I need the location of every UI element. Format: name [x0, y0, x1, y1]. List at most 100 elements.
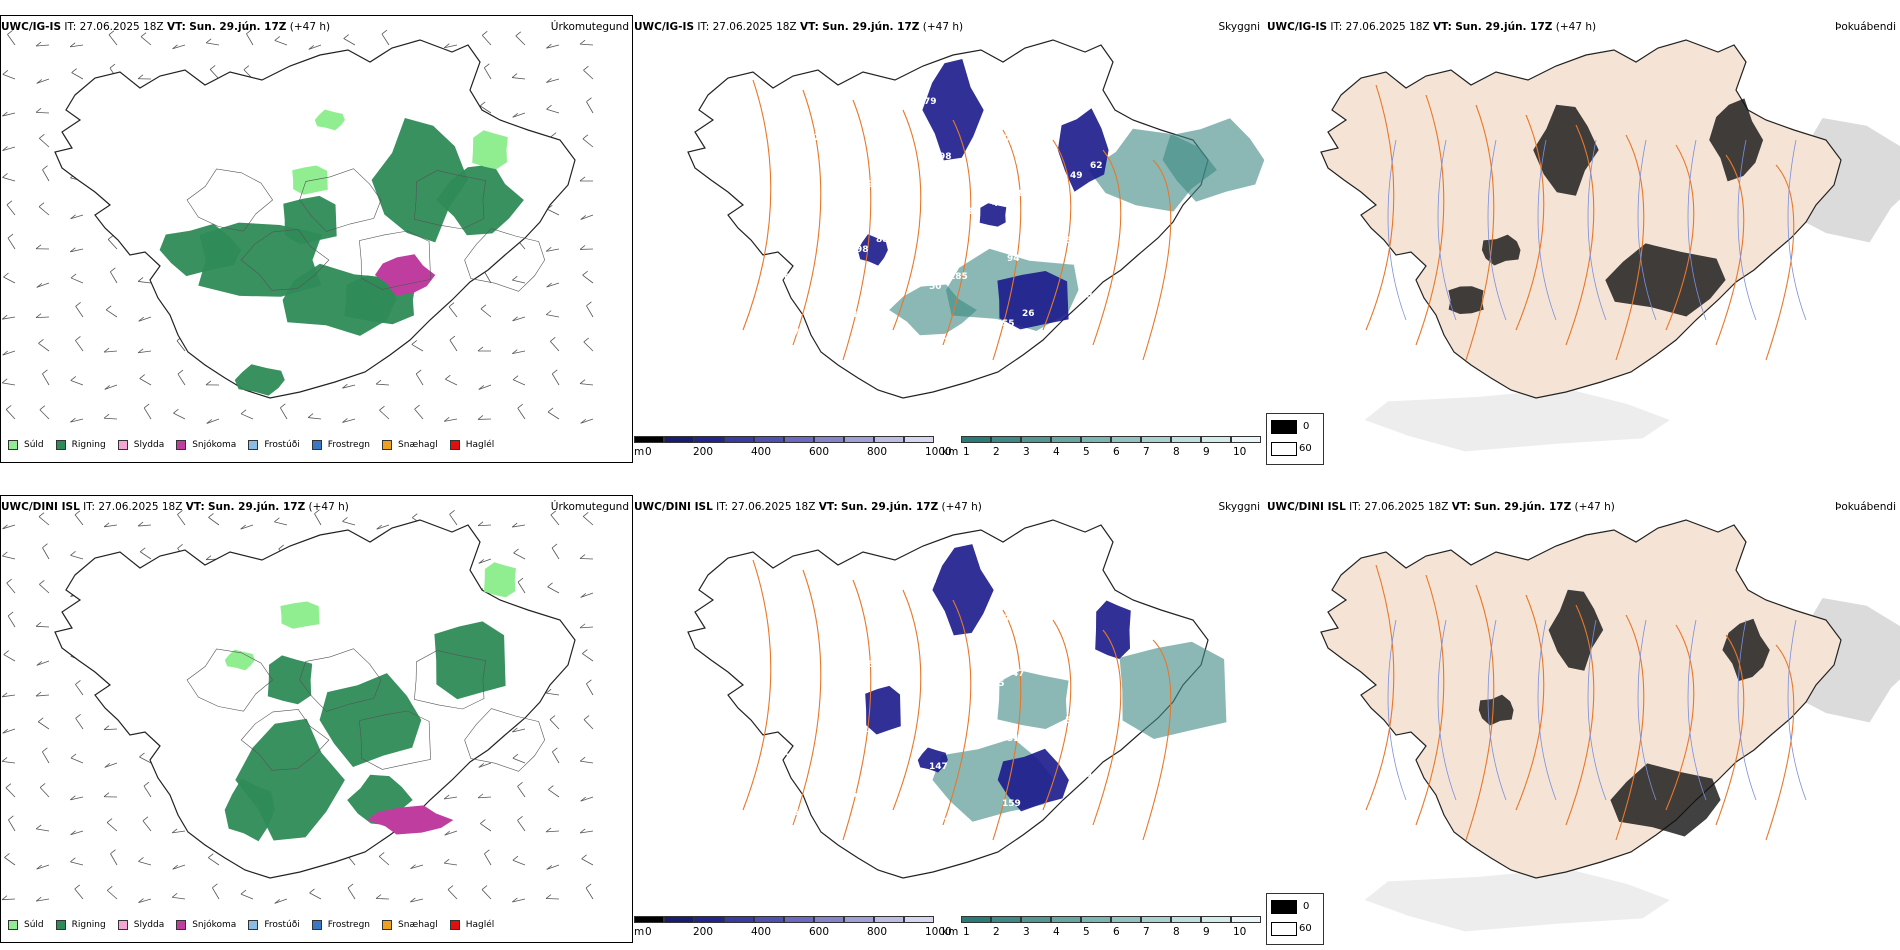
map-canvas: 55 60 57 47 61 50 89 79 108 49 88 98 50 55 77 78 39 45 94 8…: [687, 39, 1265, 399]
visibility-value-label: 66: [1085, 706, 1098, 716]
panel-title: UWC/IG-IS IT: 27.06.2025 18Z VT: Sun. 29…: [634, 21, 963, 33]
visibility-swatch: [1051, 916, 1081, 923]
legend-swatch: [449, 440, 460, 450]
visibility-value-label: 88: [1080, 291, 1093, 301]
vis-tick: 7: [1143, 926, 1150, 938]
legend-label: Frostúði: [264, 920, 300, 930]
visibility-value-label: 77: [1075, 106, 1088, 116]
visibility-swatch: [1111, 436, 1141, 443]
visibility-value-label: 60: [846, 125, 859, 135]
legend-swatch: [55, 440, 66, 450]
model-name: UWC/DINI ISL: [1, 501, 80, 513]
visibility-value-label: 87: [871, 780, 884, 790]
fog-high-label: 60: [1299, 443, 1312, 454]
cloud-base-swatch: [784, 436, 814, 443]
visibility-value-label: 46: [1027, 244, 1040, 254]
vis-tick: 7: [1143, 446, 1150, 458]
vis-tick: 4: [1053, 926, 1060, 938]
legend-item: Frostúði: [248, 920, 300, 930]
legend-swatch: [382, 440, 393, 450]
visibility-value-label: 233: [944, 337, 963, 347]
vis-tick: 1: [963, 446, 970, 458]
visibility-value-label: 39: [861, 180, 874, 190]
legend-label: Frostregn: [327, 920, 371, 930]
fog-index-legend: 0 60: [1266, 893, 1324, 945]
legend-item: Súld: [8, 440, 44, 450]
visibility-value-label: 86: [939, 632, 952, 642]
panel-title: UWC/IG-IS IT: 27.06.2025 18Z VT: Sun. 29…: [1, 21, 330, 33]
visibility-value-label: 39: [934, 697, 947, 707]
visibility-swatch: [991, 916, 1021, 923]
visibility-value-label: 55: [793, 808, 806, 818]
map-panel-igis-Skyggni: 55 60 57 47 61 50 89 79 108 49 88 98 50 55 77 78 39 45 94 8…: [633, 0, 1266, 470]
visibility-value-label: 44: [1080, 771, 1093, 781]
it-label: IT:: [697, 21, 710, 33]
visibility-value-label: 65: [866, 595, 879, 605]
visibility-colorbar: m 0 200 400 600 800 1000 km 1 2 3 4 5 6 7 8 9 10: [633, 916, 1266, 946]
visibility-swatch: [1141, 916, 1171, 923]
lead-time: (+47 h): [289, 21, 331, 33]
panel-title: UWC/DINI ISL IT: 27.06.2025 18Z VT: Sun.…: [1267, 501, 1615, 513]
vis-tick: 3: [1023, 446, 1030, 458]
visibility-value-label: 55: [1002, 319, 1015, 329]
fog-high-swatch: [1271, 442, 1297, 456]
legend-label: Haglél: [465, 440, 495, 450]
legend-swatch: [176, 440, 187, 450]
legend-swatch: [248, 920, 259, 930]
legend-item: Haglél: [449, 920, 494, 930]
vt-value: Sun. 29.jún. 17Z: [208, 501, 306, 513]
visibility-value-label: 39: [1017, 124, 1030, 134]
vis-tick: 3: [1023, 926, 1030, 938]
visibility-value-label: 78: [1085, 226, 1098, 236]
visibility-value-label: 185: [949, 272, 968, 282]
legend-label: Snjókoma: [192, 920, 237, 930]
legend-swatch: [311, 920, 322, 930]
legend-swatch: [311, 440, 322, 450]
legend-label: Frostúði: [264, 440, 300, 450]
visibility-value-label: 59: [997, 614, 1010, 624]
map-canvas: [0, 15, 633, 463]
cloud-tick: 800: [867, 926, 888, 938]
visibility-value-label: 47: [992, 199, 1005, 209]
it-value: 27.06.2025 18Z: [1345, 21, 1430, 33]
visibility-value-label: 62: [871, 300, 884, 310]
map-panel-dini-Skyggni: 52 49 57 55 50 71 59 69 59 85 85 02 147 159 83 72 66 39 31…: [633, 480, 1266, 950]
cloud-base-swatch: [724, 436, 754, 443]
cloud-tick: 400: [751, 446, 772, 458]
visibility-value-label: 68: [1012, 189, 1025, 199]
lead-time: (+47 h): [308, 501, 349, 513]
legend-swatch: [449, 920, 460, 930]
legend-swatch: [117, 920, 128, 930]
legend-item: Snæhagl: [382, 440, 438, 450]
vis-tick: 4: [1053, 446, 1060, 458]
legend-swatch: [176, 920, 187, 930]
visibility-value-label: 57: [919, 162, 932, 172]
cloud-base-swatch: [754, 916, 784, 923]
precip-type-legend: Súld Rigning Slydda Snjókoma Frostúði Frostre…: [8, 920, 506, 930]
legend-swatch: [248, 440, 259, 450]
map-panel-dini-Úrkomutegund: UWC/DINI ISL IT: 27.06.2025 18Z VT: Sun.…: [0, 480, 633, 950]
cloud-tick: 600: [809, 446, 830, 458]
map-panel-igis-Þokuábendi: UWC/IG-IS IT: 27.06.2025 18Z VT: Sun. 29…: [1266, 0, 1900, 470]
panel-kind: Skyggni: [1218, 21, 1261, 33]
legend-swatch: [382, 920, 393, 930]
cloud-tick: 0: [645, 926, 652, 938]
visibility-value-label: 02: [856, 725, 869, 735]
it-value: 27.06.2025 18Z: [98, 501, 183, 513]
fog-index-legend: 0 60: [1266, 413, 1324, 465]
legend-item: Snjókoma: [176, 920, 236, 930]
fog-low-swatch: [1271, 900, 1297, 914]
visibility-value-label: 83: [1075, 586, 1088, 596]
vis-tick: 6: [1113, 446, 1120, 458]
legend-item: Slydda: [117, 440, 164, 450]
visibility-value-label: 50: [929, 282, 942, 292]
visibility-value-label: 147: [929, 762, 948, 772]
visibility-swatch: [1021, 916, 1051, 923]
legend-item: Rigning: [55, 440, 106, 450]
vt-label: VT:: [185, 501, 205, 513]
model-name: UWC/IG-IS: [634, 21, 695, 33]
vt-value: Sun. 29.jún. 17Z: [841, 501, 939, 513]
legend-label: Frostregn: [327, 440, 371, 450]
it-label: IT:: [64, 21, 77, 33]
cloud-tick: 1000: [925, 926, 952, 938]
